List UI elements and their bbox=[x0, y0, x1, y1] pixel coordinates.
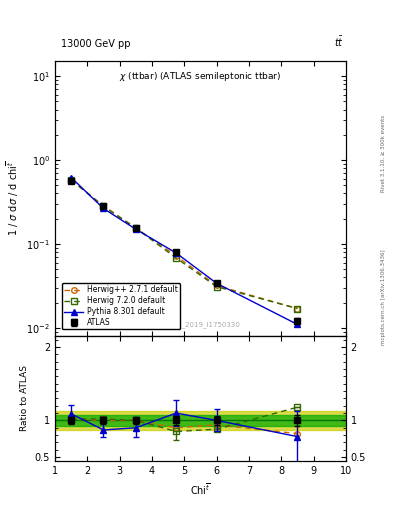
Text: 13000 GeV pp: 13000 GeV pp bbox=[61, 38, 130, 49]
Text: $\chi$ (ttbar) (ATLAS semileptonic ttbar): $\chi$ (ttbar) (ATLAS semileptonic ttbar… bbox=[119, 70, 282, 82]
Herwig++ 2.7.1 default bbox=[295, 306, 300, 312]
Pythia 8.301 default bbox=[134, 226, 138, 232]
Text: mcplots.cern.ch [arXiv:1306.3436]: mcplots.cern.ch [arXiv:1306.3436] bbox=[381, 249, 386, 345]
Herwig++ 2.7.1 default bbox=[174, 253, 178, 259]
X-axis label: Chi$^{\overline{t}}$: Chi$^{\overline{t}}$ bbox=[190, 481, 211, 497]
Herwig 7.2.0 default bbox=[101, 203, 106, 209]
Line: Herwig 7.2.0 default: Herwig 7.2.0 default bbox=[68, 177, 300, 311]
Herwig++ 2.7.1 default bbox=[101, 203, 106, 209]
Herwig 7.2.0 default bbox=[174, 255, 178, 261]
Herwig 7.2.0 default bbox=[134, 225, 138, 231]
Pythia 8.301 default bbox=[69, 175, 73, 181]
Herwig++ 2.7.1 default bbox=[214, 283, 219, 289]
Herwig++ 2.7.1 default bbox=[134, 225, 138, 231]
Herwig 7.2.0 default bbox=[295, 306, 300, 312]
Bar bbox=[55, 411, 346, 430]
Legend: Herwig++ 2.7.1 default, Herwig 7.2.0 default, Pythia 8.301 default, ATLAS: Herwig++ 2.7.1 default, Herwig 7.2.0 def… bbox=[62, 283, 180, 329]
Pythia 8.301 default bbox=[174, 250, 178, 256]
Bar bbox=[55, 415, 346, 425]
Herwig 7.2.0 default bbox=[69, 177, 73, 183]
Text: $t\bar{t}$: $t\bar{t}$ bbox=[334, 35, 344, 49]
Herwig++ 2.7.1 default bbox=[69, 177, 73, 183]
Line: Herwig++ 2.7.1 default: Herwig++ 2.7.1 default bbox=[68, 177, 300, 311]
Pythia 8.301 default bbox=[295, 322, 300, 328]
Line: Pythia 8.301 default: Pythia 8.301 default bbox=[68, 175, 300, 327]
Text: Rivet 3.1.10, ≥ 300k events: Rivet 3.1.10, ≥ 300k events bbox=[381, 115, 386, 192]
Herwig 7.2.0 default bbox=[214, 284, 219, 290]
Text: ATLAS_2019_I1750330: ATLAS_2019_I1750330 bbox=[160, 321, 241, 328]
Pythia 8.301 default bbox=[101, 205, 106, 211]
Y-axis label: Ratio to ATLAS: Ratio to ATLAS bbox=[20, 366, 29, 432]
Pythia 8.301 default bbox=[214, 280, 219, 286]
Y-axis label: 1 / $\sigma$ d$\sigma$ / d chi$^{\overline{t}}$: 1 / $\sigma$ d$\sigma$ / d chi$^{\overli… bbox=[4, 161, 21, 237]
